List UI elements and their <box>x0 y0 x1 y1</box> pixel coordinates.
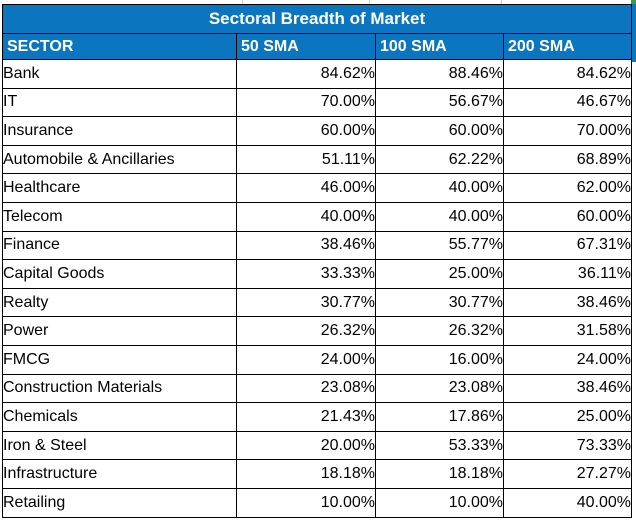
column-header-50sma[interactable]: 50 SMA <box>236 33 376 60</box>
gridline <box>242 0 243 5</box>
cell-100sma[interactable]: 26.32% <box>375 316 504 346</box>
cell-100sma[interactable]: 10.00% <box>375 487 504 518</box>
table-row: Healthcare 46.00% 40.00% 62.00% <box>2 173 632 203</box>
cell-100sma[interactable]: 16.00% <box>375 344 504 375</box>
cell-200sma[interactable]: 36.11% <box>503 259 632 289</box>
cell-50sma[interactable]: 24.00% <box>236 344 376 375</box>
cell-100sma[interactable]: 30.77% <box>375 287 504 318</box>
cell-50sma[interactable]: 10.00% <box>236 487 376 518</box>
column-header-200sma[interactable]: 200 SMA <box>503 33 632 60</box>
cell-200sma[interactable]: 70.00% <box>503 116 632 146</box>
cell-50sma[interactable]: 18.18% <box>236 459 376 489</box>
cell-200sma[interactable]: 46.67% <box>503 87 632 118</box>
cell-50sma[interactable]: 46.00% <box>236 173 376 203</box>
cell-200sma[interactable]: 68.89% <box>503 144 632 175</box>
cell-100sma[interactable]: 40.00% <box>375 173 504 203</box>
cell-50sma[interactable]: 38.46% <box>236 230 376 261</box>
cell-100sma[interactable]: 62.22% <box>375 144 504 175</box>
cell-sector[interactable]: Capital Goods <box>2 259 237 289</box>
cell-sector[interactable]: Power <box>2 316 237 346</box>
table-title: Sectoral Breadth of Market <box>2 4 632 34</box>
cell-200sma[interactable]: 62.00% <box>503 173 632 203</box>
column-header-100sma[interactable]: 100 SMA <box>375 33 504 60</box>
table-title-row: Sectoral Breadth of Market <box>2 4 632 34</box>
cell-200sma[interactable]: 27.27% <box>503 459 632 489</box>
cell-200sma[interactable]: 31.58% <box>503 316 632 346</box>
table-row: FMCG 24.00% 16.00% 24.00% <box>2 344 632 375</box>
cell-sector[interactable]: Finance <box>2 230 237 261</box>
table-row: Power 26.32% 26.32% 31.58% <box>2 316 632 346</box>
column-header-sector[interactable]: SECTOR <box>2 33 237 60</box>
table-row: Capital Goods 33.33% 25.00% 36.11% <box>2 259 632 289</box>
cell-50sma[interactable]: 51.11% <box>236 144 376 175</box>
cell-200sma[interactable]: 84.62% <box>503 59 632 89</box>
cell-sector[interactable]: Automobile & Ancillaries <box>2 144 237 175</box>
cell-200sma[interactable]: 25.00% <box>503 402 632 432</box>
cell-100sma[interactable]: 17.86% <box>375 402 504 432</box>
cell-100sma[interactable]: 60.00% <box>375 116 504 146</box>
cell-200sma[interactable]: 60.00% <box>503 201 632 232</box>
gridline <box>501 0 502 5</box>
table-row: Construction Materials 23.08% 23.08% 38.… <box>2 373 632 404</box>
table-row: Chemicals 21.43% 17.86% 25.00% <box>2 402 632 432</box>
cell-50sma[interactable]: 33.33% <box>236 259 376 289</box>
cell-50sma[interactable]: 21.43% <box>236 402 376 432</box>
header-fill-bleed <box>629 4 636 62</box>
cell-200sma[interactable]: 38.46% <box>503 287 632 318</box>
cell-sector[interactable]: Bank <box>2 59 237 89</box>
cell-100sma[interactable]: 55.77% <box>375 230 504 261</box>
sector-breadth-table: Sectoral Breadth of Market SECTOR 50 SMA… <box>2 4 632 518</box>
cell-200sma[interactable]: 73.33% <box>503 430 632 461</box>
cell-50sma[interactable]: 60.00% <box>236 116 376 146</box>
cell-100sma[interactable]: 56.67% <box>375 87 504 118</box>
cell-50sma[interactable]: 20.00% <box>236 430 376 461</box>
cell-sector[interactable]: Insurance <box>2 116 237 146</box>
table-body: Sectoral Breadth of Market SECTOR 50 SMA… <box>2 4 632 518</box>
cell-sector[interactable]: Chemicals <box>2 402 237 432</box>
cell-sector[interactable]: Realty <box>2 287 237 318</box>
cell-sector[interactable]: Healthcare <box>2 173 237 203</box>
table-row: Infrastructure 18.18% 18.18% 27.27% <box>2 459 632 489</box>
table-row: IT 70.00% 56.67% 46.67% <box>2 87 632 118</box>
cell-100sma[interactable]: 88.46% <box>375 59 504 89</box>
cell-100sma[interactable]: 40.00% <box>375 201 504 232</box>
cell-200sma[interactable]: 40.00% <box>503 487 632 518</box>
cell-sector[interactable]: IT <box>2 87 237 118</box>
cell-100sma[interactable]: 25.00% <box>375 259 504 289</box>
cell-sector[interactable]: Infrastructure <box>2 459 237 489</box>
cell-50sma[interactable]: 26.32% <box>236 316 376 346</box>
cell-200sma[interactable]: 38.46% <box>503 373 632 404</box>
cell-100sma[interactable]: 53.33% <box>375 430 504 461</box>
cell-50sma[interactable]: 40.00% <box>236 201 376 232</box>
table-row: Iron & Steel 20.00% 53.33% 73.33% <box>2 430 632 461</box>
cell-sector[interactable]: Telecom <box>2 201 237 232</box>
cell-sector[interactable]: Retailing <box>2 487 237 518</box>
table-row: Finance 38.46% 55.77% 67.31% <box>2 230 632 261</box>
cell-selection-artifact <box>631 0 636 5</box>
cell-sector[interactable]: Iron & Steel <box>2 430 237 461</box>
table-row: Automobile & Ancillaries 51.11% 62.22% 6… <box>2 144 632 175</box>
cell-sector[interactable]: FMCG <box>2 344 237 375</box>
cell-200sma[interactable]: 67.31% <box>503 230 632 261</box>
cell-50sma[interactable]: 70.00% <box>236 87 376 118</box>
table-row: Insurance 60.00% 60.00% 70.00% <box>2 116 632 146</box>
cell-100sma[interactable]: 18.18% <box>375 459 504 489</box>
cell-50sma[interactable]: 23.08% <box>236 373 376 404</box>
gridline <box>369 0 370 5</box>
table-row: Telecom 40.00% 40.00% 60.00% <box>2 201 632 232</box>
cell-50sma[interactable]: 30.77% <box>236 287 376 318</box>
table-row: Realty 30.77% 30.77% 38.46% <box>2 287 632 318</box>
table-row: Bank 84.62% 88.46% 84.62% <box>2 59 632 89</box>
cell-sector[interactable]: Construction Materials <box>2 373 237 404</box>
table-row: Retailing 10.00% 10.00% 40.00% <box>2 487 632 518</box>
cell-100sma[interactable]: 23.08% <box>375 373 504 404</box>
cell-200sma[interactable]: 24.00% <box>503 344 632 375</box>
cell-50sma[interactable]: 84.62% <box>236 59 376 89</box>
table-header-row: SECTOR 50 SMA 100 SMA 200 SMA <box>2 33 632 60</box>
